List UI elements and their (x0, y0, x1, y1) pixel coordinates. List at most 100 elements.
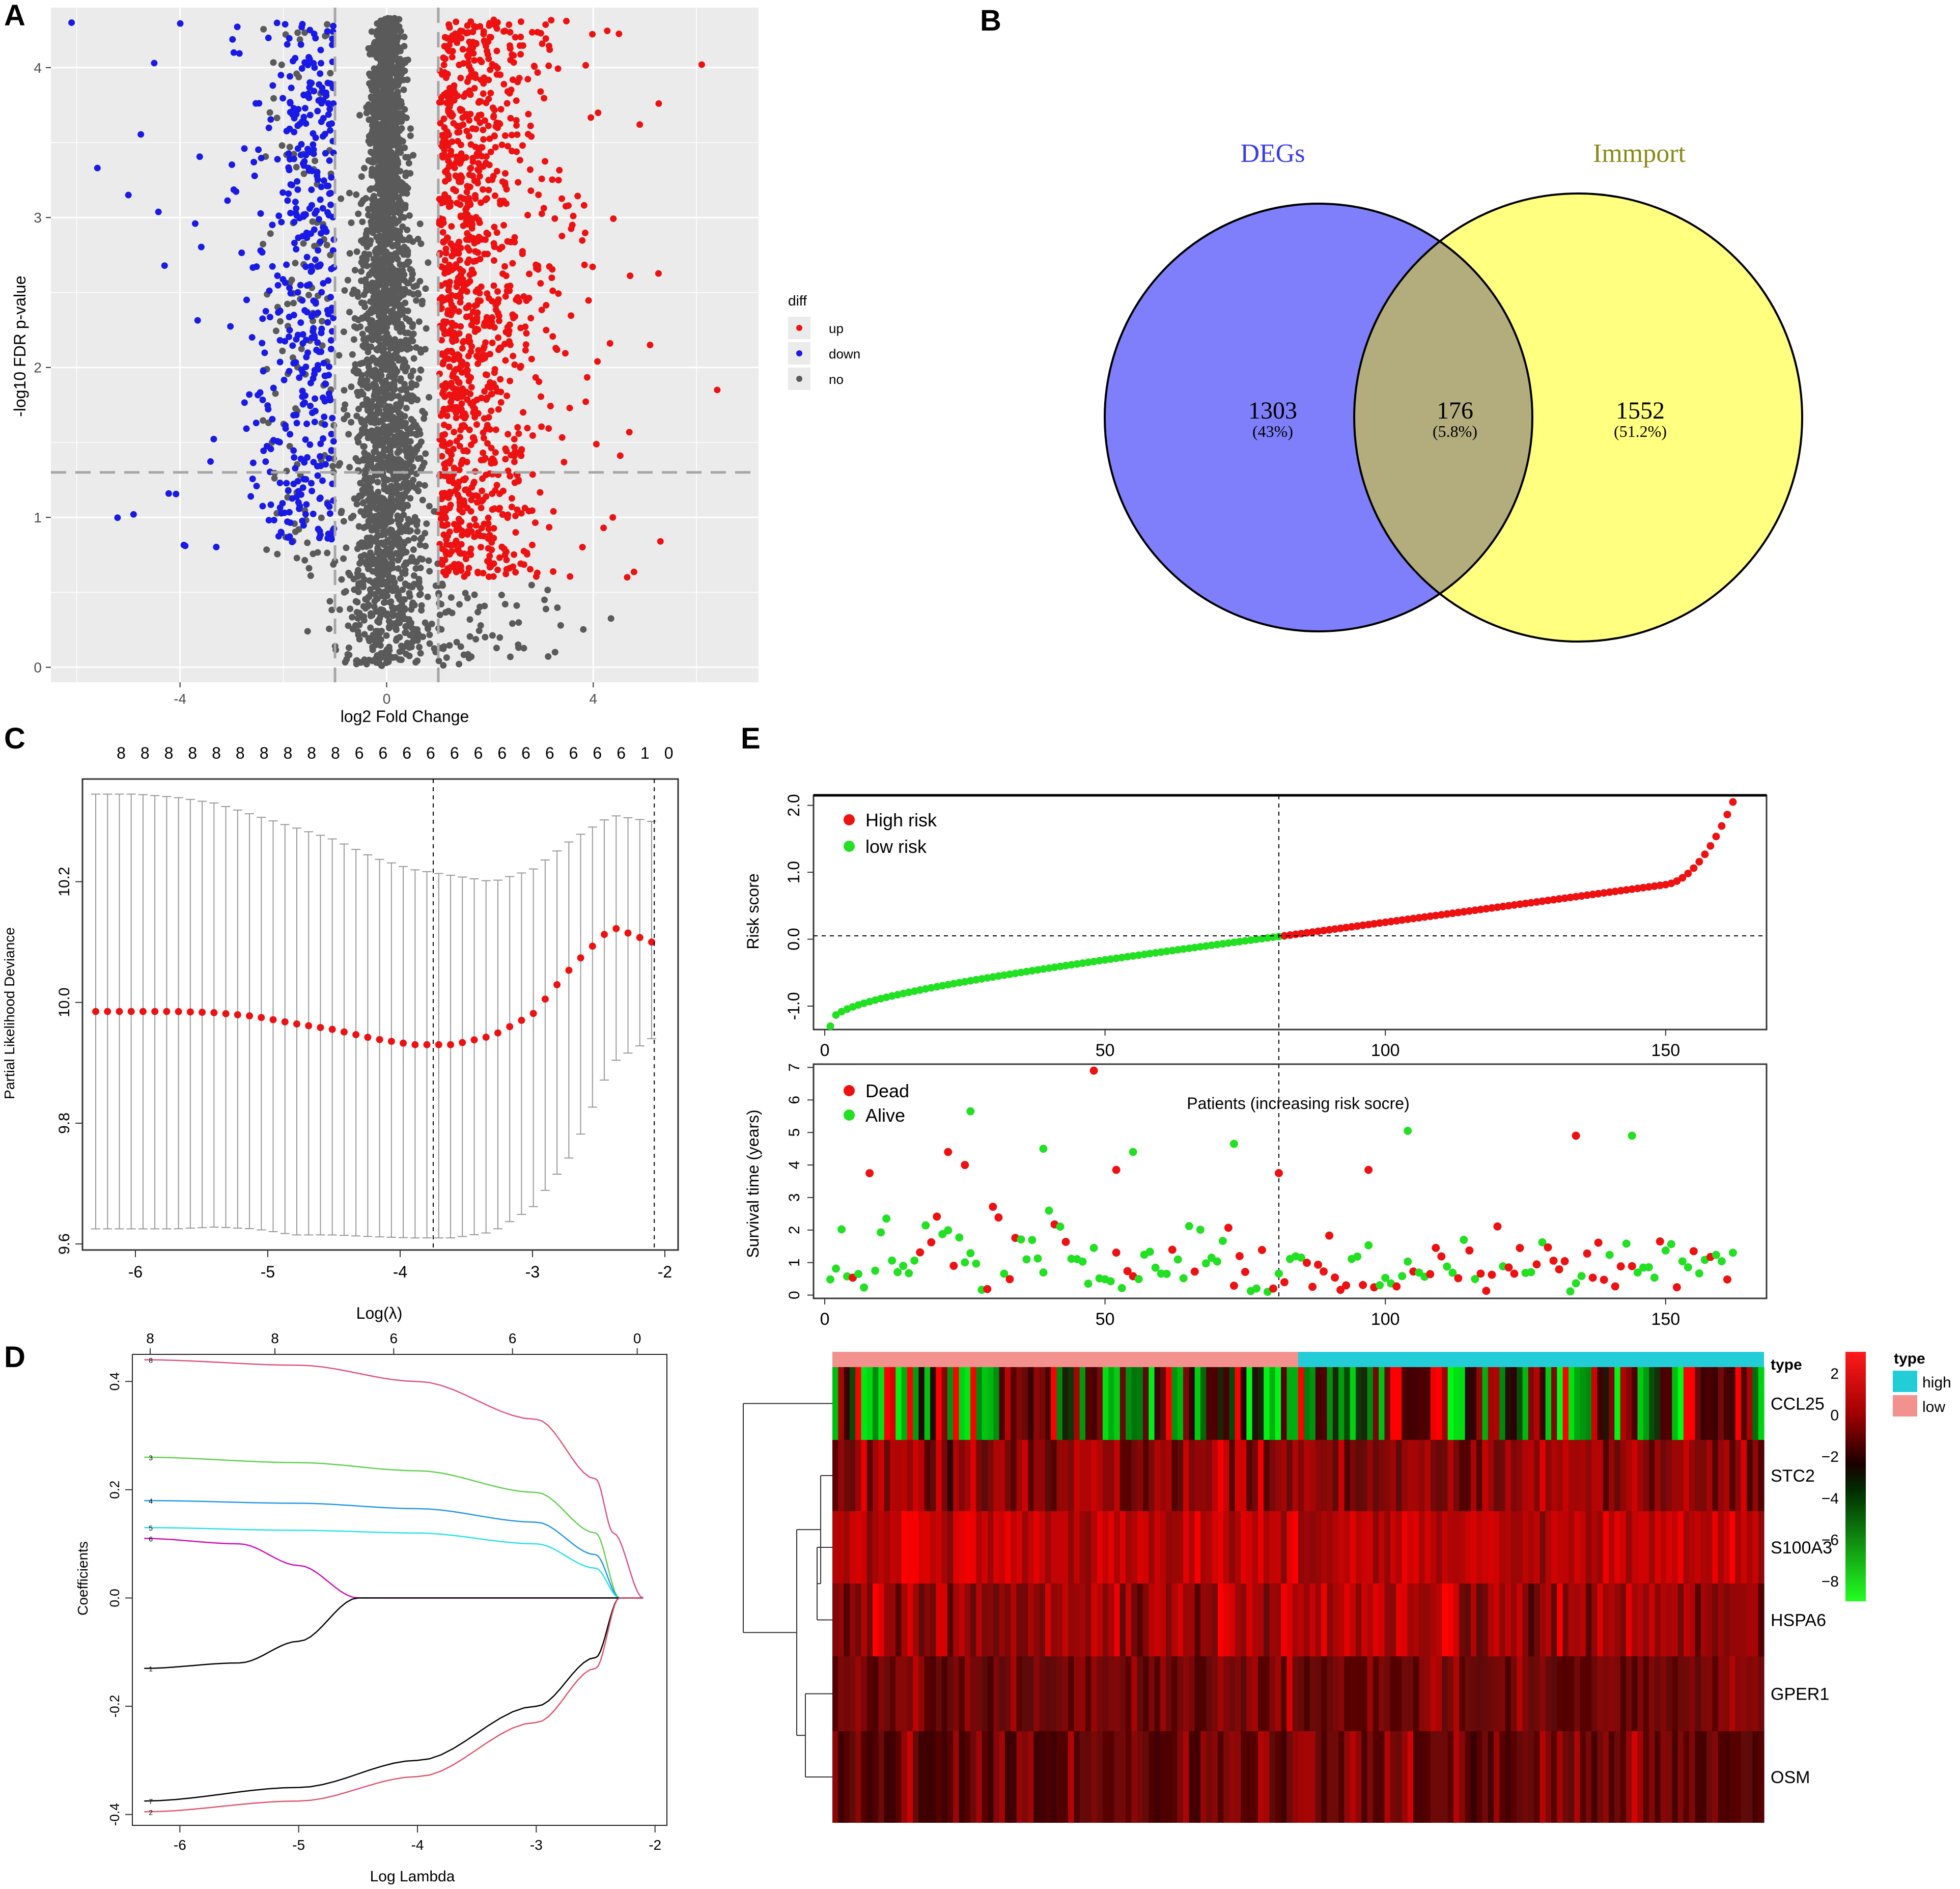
point-up (655, 270, 662, 277)
point-up (542, 158, 549, 165)
point-down (304, 349, 312, 356)
point-down (249, 475, 256, 482)
point-no (337, 460, 344, 467)
point-no (319, 318, 326, 325)
point-no (329, 462, 337, 469)
point-no (354, 457, 361, 464)
point-up (454, 137, 461, 145)
point-up (714, 386, 721, 394)
point-no (350, 575, 357, 582)
point-no (416, 555, 424, 562)
deviance-point (624, 929, 632, 937)
point-up (493, 229, 500, 236)
point-no (411, 535, 418, 542)
point-no (406, 318, 413, 325)
point-up (499, 487, 507, 494)
point-down (247, 493, 255, 500)
top-count-label: 0 (664, 744, 674, 762)
venn-immport-count: 1552 (1616, 397, 1665, 424)
point-up (562, 203, 569, 210)
point-no (404, 258, 411, 265)
point-up (506, 21, 513, 28)
point-no (369, 229, 376, 236)
point-no (402, 299, 409, 307)
point-up (443, 318, 450, 325)
point-no (400, 76, 407, 84)
point-no (425, 259, 432, 266)
point-down (290, 447, 297, 454)
top-count-label: 8 (307, 744, 316, 762)
point-down (299, 484, 306, 491)
point-down (177, 20, 184, 27)
deviance-point (186, 1008, 194, 1016)
path-id-label: 6 (149, 1535, 153, 1543)
point-up (514, 131, 521, 138)
point-up (515, 179, 522, 186)
point-no (382, 377, 389, 384)
point-no (372, 120, 379, 127)
point-no (324, 21, 331, 28)
point-up (555, 290, 562, 297)
point-up (537, 88, 544, 95)
point-down (297, 491, 304, 498)
top-count-label: 8 (260, 744, 269, 762)
point-up (486, 161, 493, 169)
point-no (385, 135, 392, 142)
point-no (396, 456, 403, 463)
point-up (445, 41, 453, 48)
survival-point-alive (1017, 1235, 1025, 1244)
point-up (457, 159, 464, 166)
point-down (317, 46, 324, 53)
point-no (403, 623, 410, 630)
point-up (442, 280, 449, 287)
point-down (259, 396, 266, 403)
point-no (270, 59, 277, 66)
point-down (265, 406, 272, 413)
point-no (408, 275, 415, 283)
top-count-label: 8 (188, 744, 197, 762)
point-up (520, 547, 527, 554)
point-no (405, 582, 412, 589)
point-no (393, 367, 400, 374)
point-up (490, 535, 497, 542)
point-no (355, 582, 362, 590)
point-down (329, 414, 336, 422)
point-no (381, 416, 388, 423)
point-no (383, 61, 390, 68)
point-down (294, 186, 301, 193)
point-down (299, 387, 306, 395)
deviance-point (246, 1012, 254, 1020)
point-down (317, 60, 324, 67)
point-up (479, 475, 486, 482)
x-tick-label: -5 (292, 1837, 305, 1853)
top-tick-label: 8 (146, 1330, 154, 1346)
point-no (300, 240, 307, 247)
point-no (278, 61, 285, 68)
point-no (386, 518, 393, 525)
point-up (487, 90, 494, 97)
point-up (550, 568, 557, 575)
point-no (397, 538, 404, 545)
point-no (405, 537, 412, 544)
point-no (410, 477, 417, 484)
point-down (289, 342, 296, 349)
point-no (361, 631, 368, 638)
point-up (503, 557, 510, 564)
survival-point-alive (837, 1225, 846, 1234)
point-no (342, 659, 349, 666)
point-no (351, 267, 358, 274)
point-down (304, 454, 311, 461)
deviance-point (305, 1022, 313, 1030)
point-up (517, 324, 524, 331)
point-no (422, 543, 429, 550)
point-no (390, 314, 398, 321)
point-down (315, 366, 322, 373)
point-no (274, 550, 281, 558)
point-up (655, 100, 662, 107)
point-no (373, 659, 380, 666)
point-up (483, 371, 490, 378)
point-down (326, 157, 333, 164)
point-down (249, 459, 257, 466)
deviance-point (281, 1018, 289, 1025)
point-down (253, 263, 260, 270)
